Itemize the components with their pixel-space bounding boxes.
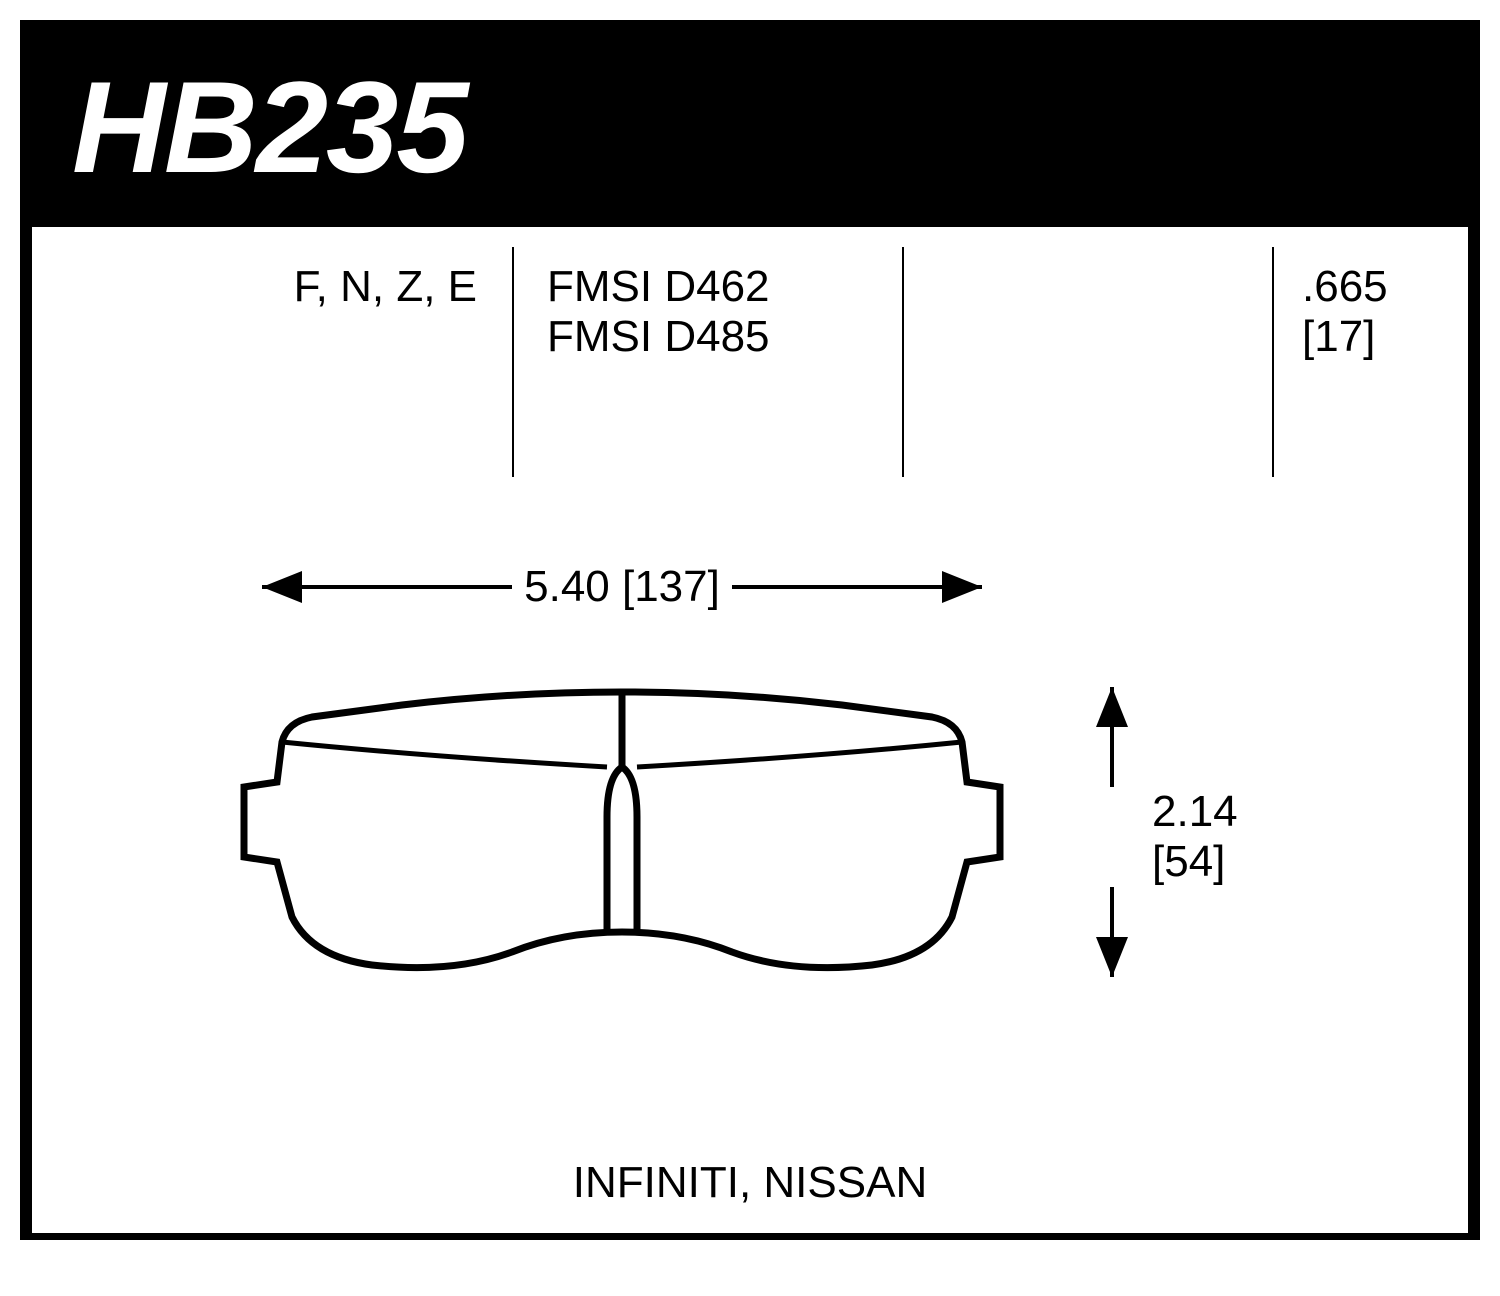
content-area: F, N, Z, E FMSI D462 FMSI D485 .665 [17]…	[32, 227, 1468, 1233]
thickness-cell: .665 [17]	[1272, 227, 1468, 362]
header-bar: HB235	[32, 32, 1468, 227]
diagram-area: 5.40 [137] 2.14 [54]	[32, 487, 1468, 1233]
width-dimension-label: 5.40 [137]	[522, 562, 722, 612]
brake-pad-outline	[232, 687, 1012, 1007]
part-number: HB235	[72, 52, 1428, 202]
fmsi-line-2: FMSI D485	[547, 312, 902, 362]
height-label-line1: 2.14	[1152, 787, 1292, 837]
compounds-cell: F, N, Z, E	[32, 227, 512, 312]
fmsi-line-1: FMSI D462	[547, 262, 902, 312]
vehicle-fitment: INFINITI, NISSAN	[32, 1158, 1468, 1208]
divider-2	[902, 247, 904, 477]
fmsi-cell: FMSI D462 FMSI D485	[512, 227, 902, 362]
diagram-frame: HB235 F, N, Z, E FMSI D462 FMSI D485 .66…	[20, 20, 1480, 1240]
divider-3	[1272, 247, 1274, 477]
spec-row: F, N, Z, E FMSI D462 FMSI D485 .665 [17]	[32, 227, 1468, 487]
height-dimension-arrow	[1082, 687, 1142, 987]
height-label-line2: [54]	[1152, 837, 1292, 887]
height-dimension-label: 2.14 [54]	[1152, 787, 1292, 887]
